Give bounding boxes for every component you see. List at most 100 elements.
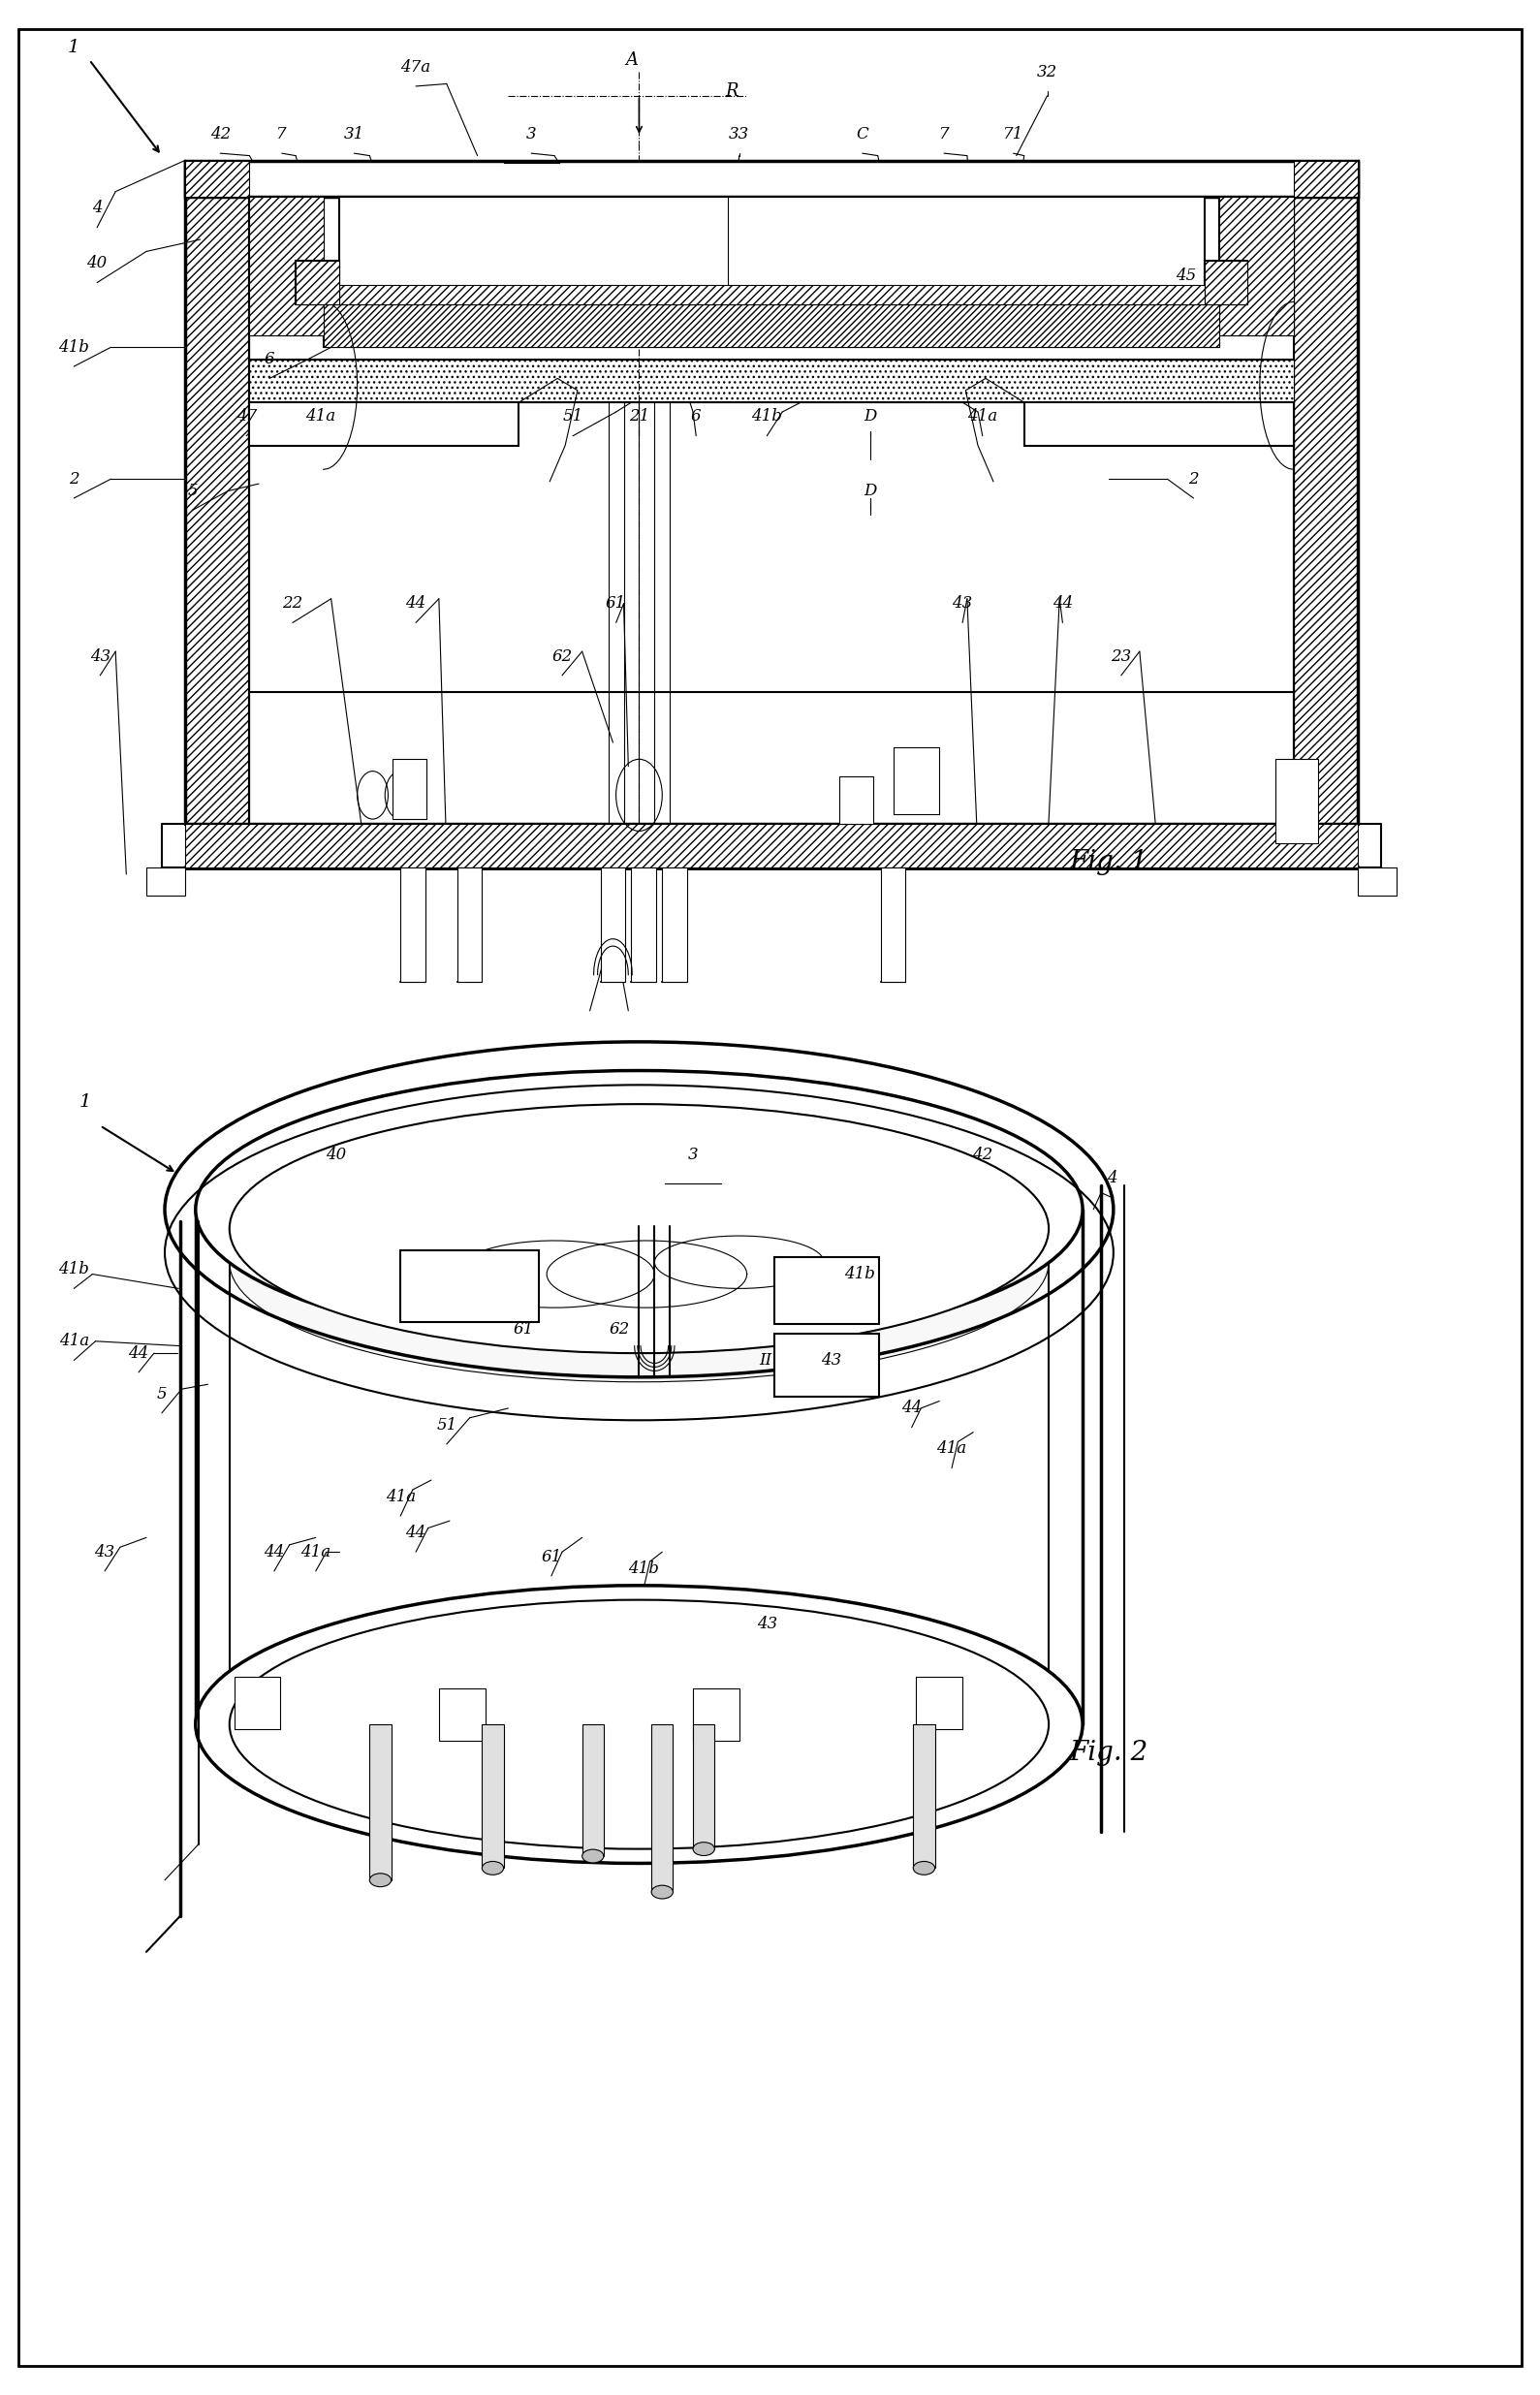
- Bar: [249, 196, 323, 335]
- Text: 4: 4: [1107, 1171, 1116, 1186]
- Text: 41b: 41b: [59, 340, 89, 354]
- Text: 43: 43: [821, 1353, 842, 1368]
- Text: 41a: 41a: [300, 1545, 331, 1559]
- Text: 61: 61: [605, 596, 627, 611]
- Text: 43: 43: [89, 649, 111, 663]
- Bar: [185, 160, 1358, 196]
- Text: 32: 32: [1036, 65, 1058, 79]
- Text: 41b: 41b: [844, 1267, 875, 1281]
- Bar: [913, 1724, 935, 1868]
- Text: 5: 5: [157, 1387, 166, 1401]
- Bar: [296, 261, 339, 304]
- Bar: [249, 402, 519, 445]
- Text: 33: 33: [728, 127, 750, 141]
- Text: 41b: 41b: [59, 1262, 89, 1277]
- Text: 41b: 41b: [752, 410, 782, 424]
- Text: 62: 62: [608, 1322, 630, 1336]
- Bar: [339, 196, 1204, 304]
- Ellipse shape: [693, 1842, 715, 1856]
- Text: 61: 61: [513, 1322, 534, 1336]
- Text: 1: 1: [68, 38, 80, 57]
- Bar: [400, 867, 425, 982]
- Bar: [296, 261, 339, 304]
- Bar: [693, 1724, 715, 1849]
- Text: II: II: [759, 1353, 772, 1368]
- Bar: [185, 160, 249, 196]
- Text: 62: 62: [551, 649, 573, 663]
- Bar: [651, 1724, 673, 1892]
- Bar: [775, 1334, 879, 1396]
- Text: 6: 6: [265, 352, 274, 366]
- Text: 40: 40: [325, 1147, 346, 1162]
- Text: 44: 44: [128, 1346, 149, 1360]
- Text: 42: 42: [972, 1147, 993, 1162]
- Text: 43: 43: [94, 1545, 116, 1559]
- Text: 3: 3: [527, 127, 536, 141]
- Text: 44: 44: [1052, 596, 1073, 611]
- Text: 2: 2: [1189, 472, 1198, 486]
- Ellipse shape: [229, 1142, 1049, 1382]
- Bar: [339, 285, 1204, 304]
- Text: 4: 4: [92, 201, 102, 216]
- Bar: [393, 759, 427, 819]
- Text: Fig. 2: Fig. 2: [1069, 1741, 1149, 1765]
- Bar: [1294, 160, 1358, 196]
- Text: 7: 7: [939, 127, 949, 141]
- Text: 41a: 41a: [967, 410, 998, 424]
- Text: 40: 40: [86, 256, 108, 271]
- Text: D: D: [864, 484, 876, 498]
- Ellipse shape: [196, 1585, 1083, 1863]
- Text: 43: 43: [756, 1617, 778, 1631]
- Text: R: R: [725, 81, 738, 101]
- Bar: [482, 1724, 504, 1868]
- Bar: [185, 196, 249, 824]
- Bar: [893, 747, 939, 814]
- Bar: [1204, 261, 1247, 304]
- Text: 2: 2: [69, 472, 79, 486]
- Text: 41a: 41a: [385, 1490, 416, 1504]
- Text: 23: 23: [1110, 649, 1132, 663]
- Text: 31: 31: [343, 127, 365, 141]
- Bar: [916, 1676, 962, 1729]
- Text: 44: 44: [901, 1401, 922, 1415]
- Bar: [400, 1250, 539, 1322]
- Bar: [249, 359, 1294, 402]
- Text: D: D: [864, 410, 876, 424]
- Bar: [234, 1676, 280, 1729]
- Text: 61: 61: [541, 1550, 562, 1564]
- Text: 43: 43: [952, 596, 973, 611]
- Text: 47a: 47a: [400, 60, 431, 74]
- Text: 22: 22: [282, 596, 303, 611]
- Bar: [881, 867, 906, 982]
- Text: 41b: 41b: [628, 1562, 659, 1576]
- Text: 71: 71: [1003, 127, 1024, 141]
- Ellipse shape: [229, 1104, 1049, 1353]
- Text: 51: 51: [562, 410, 584, 424]
- Text: 44: 44: [263, 1545, 285, 1559]
- Ellipse shape: [582, 1849, 604, 1863]
- Bar: [457, 867, 482, 982]
- Text: 3: 3: [688, 1147, 698, 1162]
- Text: A: A: [625, 50, 638, 69]
- Ellipse shape: [370, 1873, 391, 1887]
- Bar: [1275, 759, 1318, 843]
- Text: 1: 1: [79, 1092, 91, 1111]
- Bar: [582, 1724, 604, 1856]
- Bar: [1024, 402, 1294, 445]
- Ellipse shape: [482, 1861, 504, 1875]
- Text: C: C: [856, 127, 869, 141]
- Text: 44: 44: [405, 596, 427, 611]
- Bar: [185, 824, 1358, 867]
- Bar: [839, 776, 873, 824]
- Bar: [1358, 867, 1397, 896]
- Ellipse shape: [196, 1071, 1083, 1348]
- Bar: [693, 1688, 739, 1741]
- Text: 41a: 41a: [936, 1442, 967, 1456]
- Bar: [1294, 196, 1358, 824]
- Text: 5: 5: [188, 484, 197, 498]
- Bar: [323, 304, 1220, 347]
- Ellipse shape: [651, 1885, 673, 1899]
- Text: 44: 44: [405, 1526, 427, 1540]
- Bar: [1204, 261, 1247, 304]
- Text: 47: 47: [236, 410, 257, 424]
